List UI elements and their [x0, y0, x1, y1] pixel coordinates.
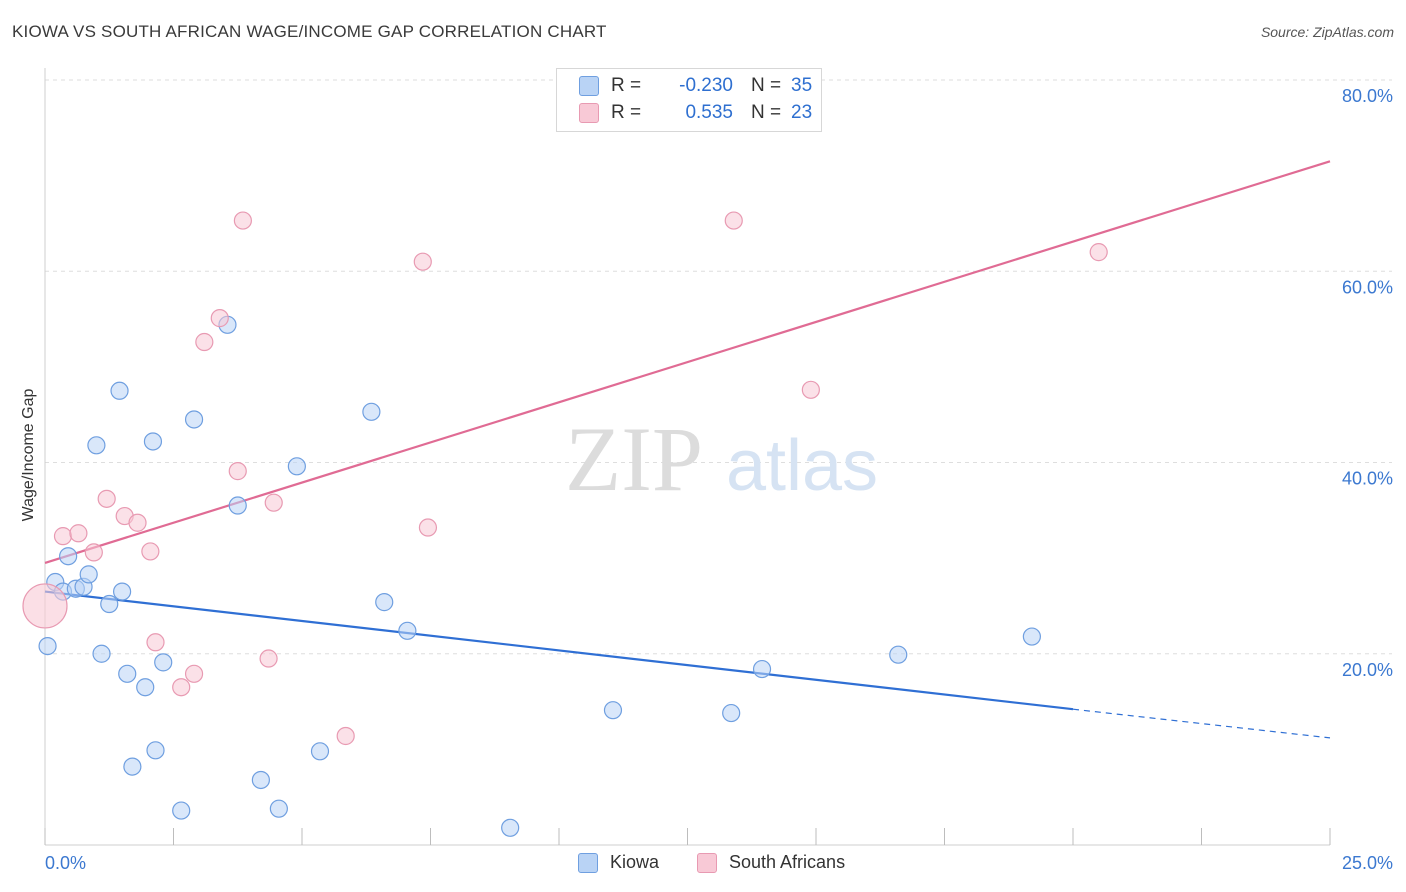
kiowa-point: [59, 547, 78, 566]
kiowa-point: [501, 818, 520, 837]
kiowa-trend-extension: [1072, 708, 1331, 739]
kiowa-point: [146, 741, 165, 760]
data-points: [22, 211, 1108, 837]
gridlines: [45, 79, 1392, 655]
kiowa-point: [87, 436, 106, 455]
trend-lines: [44, 160, 1331, 739]
south-africans-swatch-icon: [579, 103, 599, 123]
south-africans-point: [195, 332, 214, 352]
south-africans-point: [264, 493, 283, 512]
kiowa-point: [603, 701, 623, 720]
south-africans-point: [228, 462, 247, 481]
south-africans-point: [128, 513, 147, 532]
south-africans-point: [724, 211, 743, 230]
series-legend: Kiowa South Africans: [0, 852, 1406, 876]
south-africans-point: [418, 518, 438, 537]
legend-item-south-africans[interactable]: South Africans: [697, 852, 845, 873]
kiowa-point: [38, 636, 57, 656]
r-label: R =: [611, 102, 642, 123]
r-value: -0.230: [679, 75, 733, 96]
kiowa-point: [184, 410, 204, 429]
kiowa-point: [269, 799, 288, 818]
legend-row-kiowa: R = -0.230 N = 35: [579, 75, 812, 97]
south-africans-point: [84, 543, 103, 562]
y-tick-label: 20.0%: [1342, 660, 1393, 680]
south-africans-trend-line: [44, 160, 1331, 564]
kiowa-point: [398, 621, 417, 640]
south-africans-legend-icon: [697, 852, 717, 873]
legend-item-kiowa[interactable]: Kiowa: [578, 852, 659, 873]
kiowa-point: [79, 565, 98, 584]
south-africans-point: [146, 633, 165, 652]
kiowa-point: [154, 653, 173, 672]
kiowa-legend-icon: [578, 852, 598, 873]
y-tick-label: 80.0%: [1342, 86, 1393, 106]
watermark-zip: ZIP: [565, 408, 703, 510]
south-africans-point: [336, 726, 355, 746]
south-africans-point: [69, 524, 88, 543]
kiowa-point: [136, 678, 155, 697]
r-label: R =: [611, 75, 642, 96]
chart-title: KIOWA VS SOUTH AFRICAN WAGE/INCOME GAP C…: [12, 22, 607, 41]
n-value: 23: [791, 102, 813, 123]
south-africans-point: [141, 542, 160, 561]
kiowa-point: [310, 742, 330, 761]
kiowa-point: [172, 801, 191, 820]
south-africans-point: [413, 252, 432, 271]
legend-row-south-africans: R = 0.535 N = 23: [579, 102, 812, 124]
y-tick-label: 60.0%: [1342, 277, 1393, 297]
kiowa-trend-line: [44, 590, 1074, 711]
kiowa-point: [752, 659, 772, 679]
south-africans-point: [801, 380, 820, 399]
x-tick-label: 25.0%: [1342, 853, 1393, 873]
south-africans-point: [233, 211, 252, 230]
n-value: 35: [791, 75, 813, 96]
y-axis-label: Wage/Income Gap: [20, 389, 37, 522]
kiowa-point: [1022, 627, 1041, 646]
kiowa-point: [123, 757, 142, 776]
kiowa-point: [251, 770, 270, 790]
kiowa-point: [110, 381, 129, 400]
south-africans-point: [53, 527, 73, 546]
kiowa-point: [143, 432, 163, 451]
n-label: N =: [751, 102, 782, 123]
r-value: 0.535: [685, 102, 733, 123]
kiowa-point: [722, 703, 741, 723]
x-tick-label: 0.0%: [45, 853, 86, 873]
kiowa-point: [100, 594, 119, 614]
watermark-atlas: atlas: [726, 426, 878, 506]
watermark: ZIP atlas: [565, 408, 878, 510]
kiowa-point: [112, 582, 132, 601]
south-africans-point: [22, 583, 68, 629]
kiowa-point: [118, 664, 137, 683]
legend-label-south-africans: South Africans: [729, 852, 846, 872]
kiowa-point: [375, 593, 394, 612]
legend-label-kiowa: Kiowa: [610, 852, 660, 872]
kiowa-point: [889, 645, 908, 664]
correlation-legend: R = -0.230 N = 35 R = 0.535 N = 23: [556, 68, 822, 132]
south-africans-point: [259, 649, 278, 668]
n-label: N =: [751, 75, 782, 96]
kiowa-point: [362, 402, 381, 421]
south-africans-point: [210, 309, 229, 328]
south-africans-point: [1089, 243, 1108, 262]
kiowa-swatch-icon: [579, 76, 599, 96]
source-label: Source: ZipAtlas.com: [1260, 24, 1394, 40]
south-africans-point: [172, 678, 191, 697]
tick-labels: 20.0% 40.0% 60.0% 80.0% 0.0% 25.0%: [45, 86, 1393, 873]
y-tick-label: 40.0%: [1342, 469, 1393, 489]
axes: [44, 68, 1331, 846]
kiowa-point: [228, 496, 247, 515]
kiowa-point: [287, 457, 306, 476]
kiowa-point: [92, 644, 111, 663]
south-africans-point: [184, 664, 204, 683]
south-africans-point: [97, 489, 116, 508]
